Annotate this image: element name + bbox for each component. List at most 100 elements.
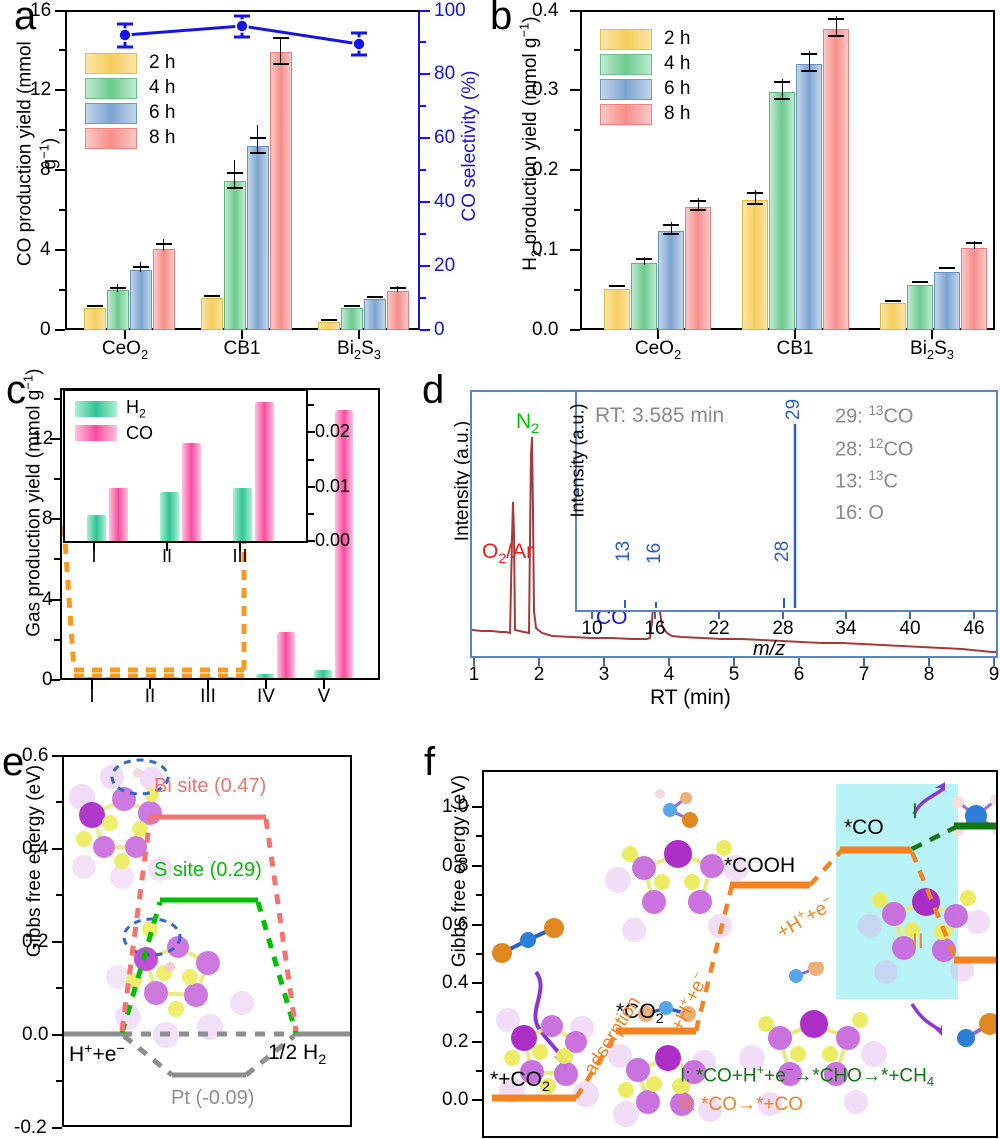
tick-mark — [166, 543, 168, 551]
panel-f: f Gibbs free energy (eV) 1.0 0.8 0.6 0.4… — [420, 700, 1000, 1139]
panel-d-inset-frame — [575, 390, 998, 612]
tick-mark — [306, 431, 315, 433]
legend-label-h2: H2 — [126, 397, 146, 421]
tick-mark — [476, 835, 482, 837]
tick-mark — [93, 543, 95, 551]
tick-mark — [570, 89, 580, 91]
errorbar-cb1-6h-line — [809, 51, 810, 71]
tick-mark — [56, 1080, 62, 1082]
panel-f-plot-area: *+CO2 *CO2 *COOH *CO I II adsorption +H+… — [484, 772, 996, 1136]
tick-mark — [476, 1070, 482, 1072]
panel-e-label-pt: Pt (-0.09) — [171, 1087, 255, 1109]
panel-b-ytick-01: 0.1 — [532, 239, 559, 260]
panel-b-legend: 2 h 4 h 6 h 8 h — [600, 28, 690, 125]
panel-d-xlabel: RT (min) — [650, 686, 731, 709]
tick-mark — [54, 639, 60, 641]
errorbar-ceo2-2h — [609, 285, 625, 287]
panel-f-branch-label-I: I — [912, 800, 918, 823]
panel-f-ytick-02: 0.2 — [442, 1031, 469, 1052]
panel-d-xtick-7: 7 — [858, 664, 870, 685]
panel-f-ytick-08: 0.8 — [442, 855, 469, 876]
errorbar-ceo2-2h — [87, 305, 103, 307]
errorbar-bi2s3-8h-line — [974, 241, 975, 249]
tick-mark — [52, 755, 62, 757]
panel-a-ylabel-right: CO selectivity (%) — [459, 70, 480, 222]
bar-ceo2-8h — [153, 249, 175, 330]
tick-mark — [59, 289, 65, 291]
key-28: 28: 12CO — [835, 435, 914, 461]
panel-c-xlabel-III: III — [200, 686, 216, 707]
tick-mark — [574, 289, 580, 291]
legend-label-8h: 8 h — [149, 127, 176, 148]
panel-d-xtick-1: 1 — [468, 664, 480, 685]
tick-mark — [473, 658, 475, 666]
tick-mark — [124, 330, 126, 339]
legend-label-2h: 2 h — [149, 52, 176, 73]
panel-a-rtick-0: 0 — [434, 319, 445, 340]
bar-cb1-2h — [201, 298, 223, 330]
legend-label-4h: 4 h — [149, 77, 176, 98]
tick-mark — [50, 518, 60, 520]
panel-c-ytick-12: 12 — [32, 428, 54, 449]
panel-c-label: c — [6, 368, 26, 412]
tick-mark — [591, 612, 593, 619]
tick-mark — [476, 894, 482, 896]
panel-f-cluster-bare — [496, 1008, 599, 1107]
tick-mark — [52, 1127, 62, 1129]
panel-c-xlabel-II: II — [144, 686, 156, 707]
inset-bar-III-co — [255, 402, 274, 541]
key-13: 13: 13C — [835, 468, 898, 493]
panel-f-label: f — [424, 740, 436, 784]
tick-mark — [782, 612, 784, 619]
errorbar-bi2s3-2h — [321, 319, 337, 321]
panel-d-inset-xtick-34: 34 — [835, 618, 857, 639]
tick-mark — [909, 612, 911, 619]
bar-bi2s3-8h — [387, 291, 409, 330]
errorbar-ceo2-8h-line — [698, 198, 699, 210]
tick-mark — [420, 297, 426, 299]
errorbar-cb1-4h-line — [782, 79, 783, 99]
legend-item-h2: H2 — [75, 397, 153, 421]
tick-mark — [308, 513, 314, 515]
tick-mark — [472, 1041, 482, 1043]
panel-d-inset-peaks — [624, 424, 797, 608]
panel-d-inset-xtick-28: 28 — [772, 618, 794, 639]
panel-b: b H2 production yield (mmol g−1) 0.0 0.1… — [490, 0, 1000, 362]
panel-c-inset-xlabel-II: II — [161, 546, 172, 566]
panel-a-legend: 2 h 4 h 6 h 8 h — [85, 52, 175, 149]
tick-mark — [570, 329, 580, 331]
panel-e: e Gibbs free energy (eV) 0.6 0.4 0.2 0.0… — [0, 700, 420, 1139]
tick-mark — [241, 330, 243, 339]
tick-mark — [55, 169, 65, 171]
inset-bar-III-h2 — [233, 488, 252, 541]
panel-b-ytick-03: 0.3 — [532, 79, 559, 100]
tick-mark — [56, 894, 62, 896]
tick-mark — [657, 330, 659, 339]
tick-mark — [55, 329, 65, 331]
tick-mark — [308, 404, 314, 406]
panel-b-label: b — [490, 0, 513, 38]
panel-d-inset-rt-text: RT: 3.585 min — [595, 404, 725, 427]
errorbar-cb1-8h — [273, 37, 289, 39]
errorbar-ceo2-6h-line — [140, 262, 141, 272]
panel-a-plot-area: 2 h 4 h 6 h 8 h — [67, 12, 418, 330]
errorbar-cb1-6h-lo — [801, 70, 817, 72]
errorbar-cb1-6h-lo — [250, 152, 266, 154]
tick-mark — [472, 865, 482, 867]
errorbar-ceo2-6h — [133, 266, 149, 268]
panel-f-note-I: I: *CO+H++e−→*CHO→*+CH4 — [680, 1062, 935, 1090]
errorbar-cb1-2h-line — [755, 190, 756, 204]
tick-mark — [308, 459, 314, 461]
tick-mark — [306, 540, 315, 542]
tick-mark — [863, 658, 865, 666]
panel-e-label-end: 1/2 H2 — [268, 1041, 327, 1069]
panel-d-xtick-6: 6 — [793, 664, 805, 685]
panel-a-ytick-0: 0 — [40, 319, 51, 340]
panel-c-inset-ytick-0: 0.00 — [315, 530, 351, 550]
legend-swatch-h2 — [75, 400, 117, 417]
tick-mark — [420, 41, 426, 43]
panel-c-zoom-guides — [62, 525, 247, 678]
panel-f-branch-highlight-box — [836, 784, 958, 999]
panel-d-inset-xlabel: m/z — [753, 638, 786, 660]
